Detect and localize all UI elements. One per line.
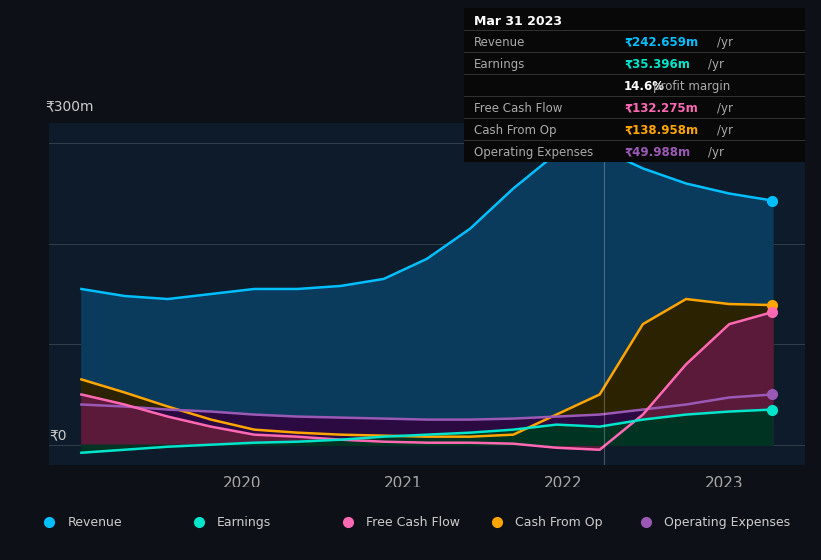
Text: Free Cash Flow: Free Cash Flow: [474, 102, 562, 115]
Text: Operating Expenses: Operating Expenses: [474, 146, 594, 159]
Text: profit margin: profit margin: [653, 80, 730, 93]
Text: ₹35.396m: ₹35.396m: [624, 58, 690, 71]
Text: /yr: /yr: [717, 124, 733, 137]
Text: ₹132.275m: ₹132.275m: [624, 102, 698, 115]
Text: /yr: /yr: [717, 36, 733, 49]
Text: ₹138.958m: ₹138.958m: [624, 124, 698, 137]
Text: /yr: /yr: [717, 102, 733, 115]
Text: ₹242.659m: ₹242.659m: [624, 36, 698, 49]
Text: Free Cash Flow: Free Cash Flow: [366, 516, 460, 529]
Text: Revenue: Revenue: [67, 516, 122, 529]
Text: Mar 31 2023: Mar 31 2023: [474, 15, 562, 28]
Text: /yr: /yr: [708, 58, 724, 71]
Text: ₹49.988m: ₹49.988m: [624, 146, 690, 159]
Text: Revenue: Revenue: [474, 36, 525, 49]
Text: Operating Expenses: Operating Expenses: [664, 516, 791, 529]
Text: Earnings: Earnings: [217, 516, 271, 529]
Text: ₹0: ₹0: [49, 428, 67, 442]
Text: Cash From Op: Cash From Op: [474, 124, 557, 137]
Text: Cash From Op: Cash From Op: [515, 516, 603, 529]
Text: Earnings: Earnings: [474, 58, 525, 71]
Text: 14.6%: 14.6%: [624, 80, 665, 93]
Text: /yr: /yr: [708, 146, 724, 159]
Text: ₹300m: ₹300m: [45, 99, 94, 113]
